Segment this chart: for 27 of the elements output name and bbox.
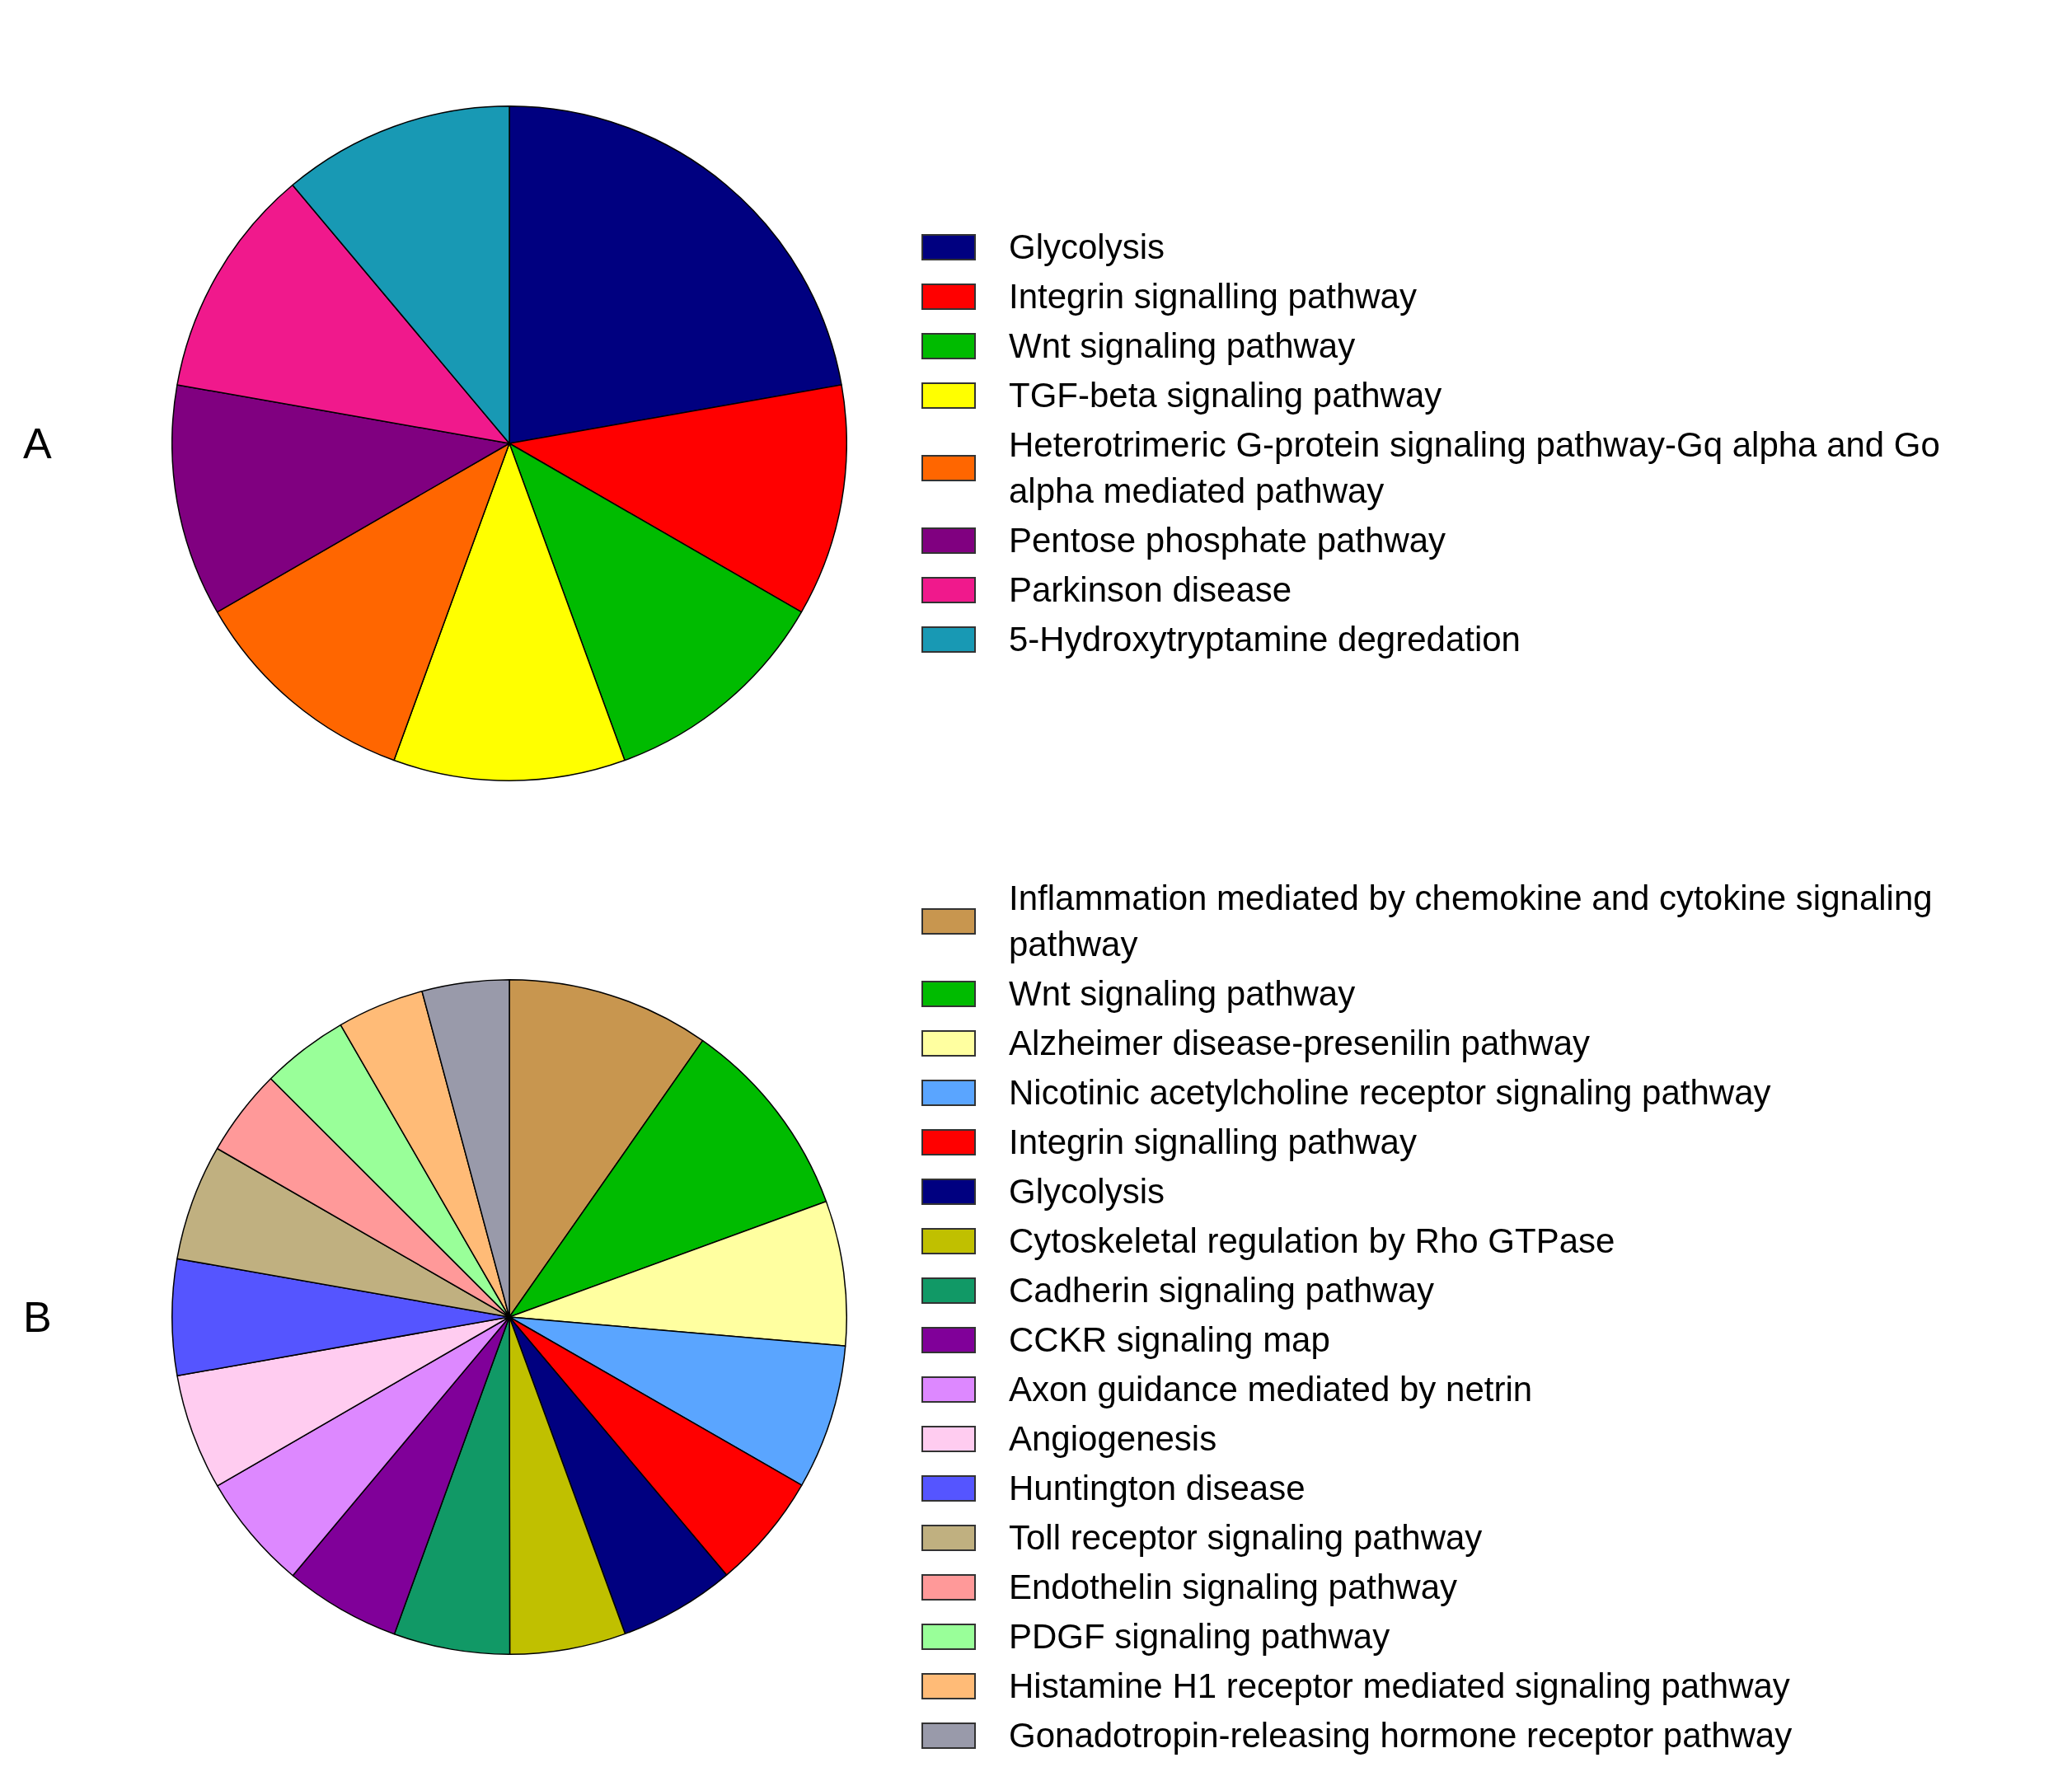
legend-label: Heterotrimeric G-protein signaling pathway-Gq alpha and Go alpha mediated pathway xyxy=(1009,424,1940,512)
legend-label: Huntington disease xyxy=(1009,1468,1306,1509)
legend-label: Nicotinic acetylcholine receptor signaling pathway xyxy=(1009,1072,1771,1113)
legend-label: Glycolysis xyxy=(1009,1171,1165,1212)
legend-label: CCKR signaling map xyxy=(1009,1319,1330,1361)
legend-label: Angiogenesis xyxy=(1009,1418,1217,1460)
legend-label: Glycolysis xyxy=(1009,227,1165,268)
legend-label: Integrin signalling pathway xyxy=(1009,276,1417,317)
legend-label: Cytoskeletal regulation by Rho GTPase xyxy=(1009,1221,1615,1262)
legend-label: Endothelin signaling pathway xyxy=(1009,1567,1458,1608)
legend-label: PDGF signaling pathway xyxy=(1009,1616,1390,1657)
legend-label: Pentose phosphate pathway xyxy=(1009,520,1446,561)
legend-label: Integrin signalling pathway xyxy=(1009,1122,1417,1163)
legend-label: Inflammation mediated by chemokine and cytokine signaling pathway xyxy=(1009,878,1934,965)
legend-label: Axon guidance mediated by netrin xyxy=(1009,1369,1533,1410)
text: B xyxy=(22,1292,53,1342)
legend-label: Parkinson disease xyxy=(1009,569,1292,611)
legend-label: 5-Hydroxytryptamine degredation xyxy=(1009,619,1521,660)
legend-label: Gonadotropin-releasing hormone receptor pathway xyxy=(1009,1715,1793,1756)
legend-label: Histamine H1 receptor mediated signaling pathway xyxy=(1009,1666,1790,1707)
legend-label: Wnt signaling pathway xyxy=(1009,973,1356,1015)
legend-label: Wnt signaling pathway xyxy=(1009,326,1356,367)
legend-label: Toll receptor signaling pathway xyxy=(1009,1517,1483,1558)
legend-label: Cadherin signaling pathway xyxy=(1009,1270,1434,1311)
legend-label: Alzheimer disease-presenilin pathway xyxy=(1009,1023,1591,1064)
legend-label: TGF-beta signaling pathway xyxy=(1009,375,1442,416)
text: A xyxy=(22,419,53,468)
